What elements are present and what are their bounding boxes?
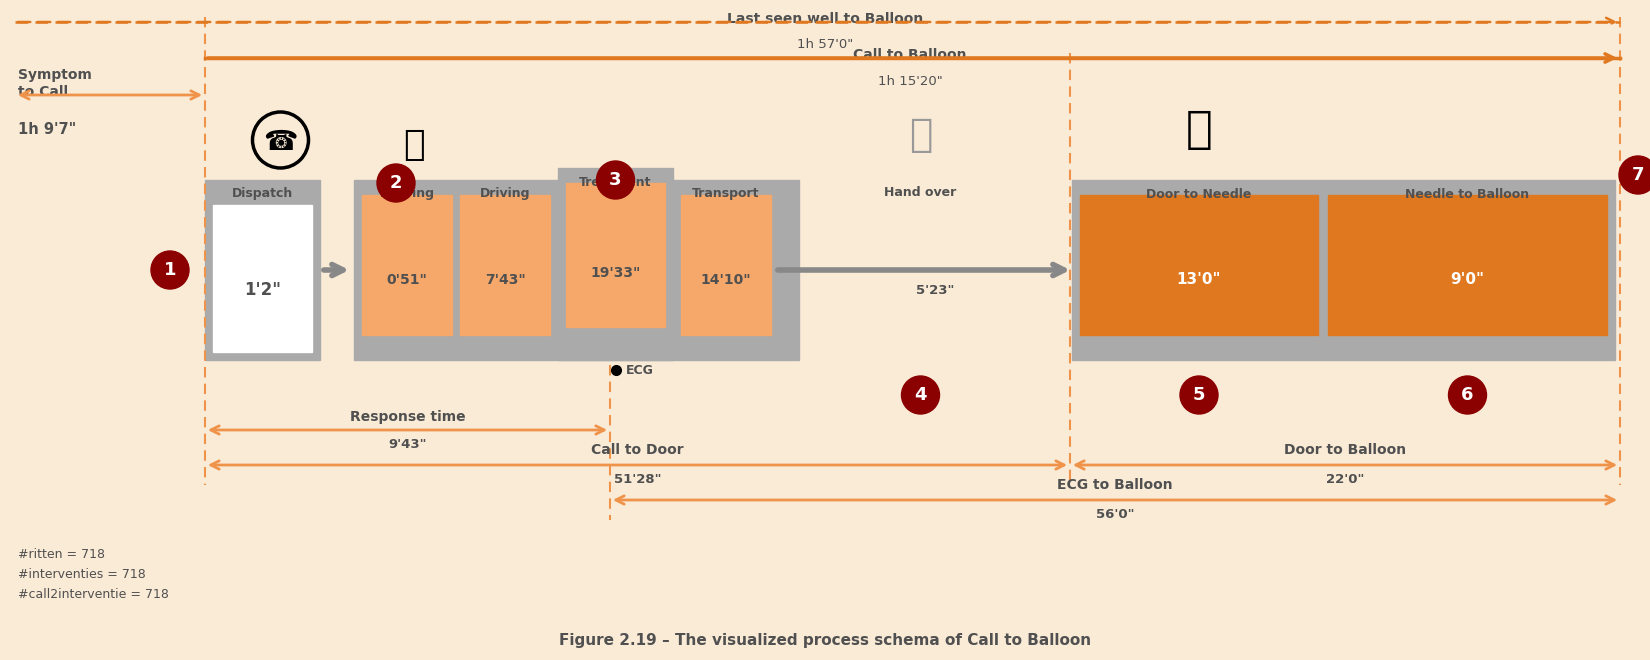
Circle shape xyxy=(597,161,635,199)
Text: 7'43": 7'43" xyxy=(485,273,525,287)
Text: Call to Door: Call to Door xyxy=(591,443,683,457)
Text: 1'2": 1'2" xyxy=(244,281,280,299)
Text: 6: 6 xyxy=(1462,386,1473,404)
Text: 2: 2 xyxy=(389,174,403,192)
Bar xyxy=(355,180,799,360)
Text: 3: 3 xyxy=(609,171,622,189)
Bar xyxy=(213,205,312,352)
Text: Leaving: Leaving xyxy=(380,187,434,201)
Text: 7: 7 xyxy=(1632,166,1645,184)
Bar xyxy=(566,183,665,327)
Text: 🏥: 🏥 xyxy=(1186,108,1213,152)
Circle shape xyxy=(901,376,939,414)
Text: Last seen well to Balloon: Last seen well to Balloon xyxy=(728,12,922,26)
Text: 5'23": 5'23" xyxy=(916,284,955,296)
Text: 9'0": 9'0" xyxy=(1450,273,1485,288)
Circle shape xyxy=(1449,376,1487,414)
Bar xyxy=(361,195,452,335)
Text: 0'51": 0'51" xyxy=(386,273,427,287)
Text: Symptom
to Call: Symptom to Call xyxy=(18,68,92,99)
Text: 👥: 👥 xyxy=(909,116,932,154)
Text: Hand over: Hand over xyxy=(884,185,957,199)
Bar xyxy=(1081,195,1318,335)
Bar xyxy=(1072,180,1615,360)
Text: 1h 57'0": 1h 57'0" xyxy=(797,38,853,51)
Text: 4: 4 xyxy=(914,386,927,404)
Text: Dispatch: Dispatch xyxy=(233,187,294,201)
Text: 22'0": 22'0" xyxy=(1327,473,1365,486)
Text: 9'43": 9'43" xyxy=(388,438,427,451)
Text: 13'0": 13'0" xyxy=(1176,273,1221,288)
Text: Needle to Balloon: Needle to Balloon xyxy=(1406,187,1530,201)
Text: Door to Needle: Door to Needle xyxy=(1147,187,1252,201)
Circle shape xyxy=(1180,376,1218,414)
Text: ECG: ECG xyxy=(625,364,653,376)
Circle shape xyxy=(376,164,416,202)
Text: 1: 1 xyxy=(163,261,177,279)
Text: Door to Balloon: Door to Balloon xyxy=(1284,443,1406,457)
Text: 14'10": 14'10" xyxy=(701,273,751,287)
Text: 🚑: 🚑 xyxy=(403,128,424,162)
Text: Treatment: Treatment xyxy=(579,176,652,189)
Bar xyxy=(558,168,673,360)
Text: ☎: ☎ xyxy=(264,128,297,156)
Text: 56'0": 56'0" xyxy=(1096,508,1134,521)
Text: #ritten = 718
#interventies = 718
#call2interventie = 718: #ritten = 718 #interventies = 718 #call2… xyxy=(18,548,168,601)
Circle shape xyxy=(1619,156,1650,194)
Text: 5: 5 xyxy=(1193,386,1204,404)
Text: Response time: Response time xyxy=(350,410,465,424)
Text: 1h 9'7": 1h 9'7" xyxy=(18,122,76,137)
Text: Driving: Driving xyxy=(480,187,530,201)
Text: Figure 2.19 – The visualized process schema of Call to Balloon: Figure 2.19 – The visualized process sch… xyxy=(559,633,1091,648)
Circle shape xyxy=(152,251,190,289)
Text: Call to Balloon: Call to Balloon xyxy=(853,48,967,62)
Text: 51'28": 51'28" xyxy=(614,473,662,486)
Bar xyxy=(460,195,549,335)
Bar xyxy=(1328,195,1607,335)
Text: 19'33": 19'33" xyxy=(591,266,640,280)
Bar xyxy=(681,195,771,335)
Text: ECG to Balloon: ECG to Balloon xyxy=(1058,478,1173,492)
Text: Transport: Transport xyxy=(693,187,759,201)
Bar xyxy=(205,180,320,360)
Text: 1h 15'20": 1h 15'20" xyxy=(878,75,942,88)
